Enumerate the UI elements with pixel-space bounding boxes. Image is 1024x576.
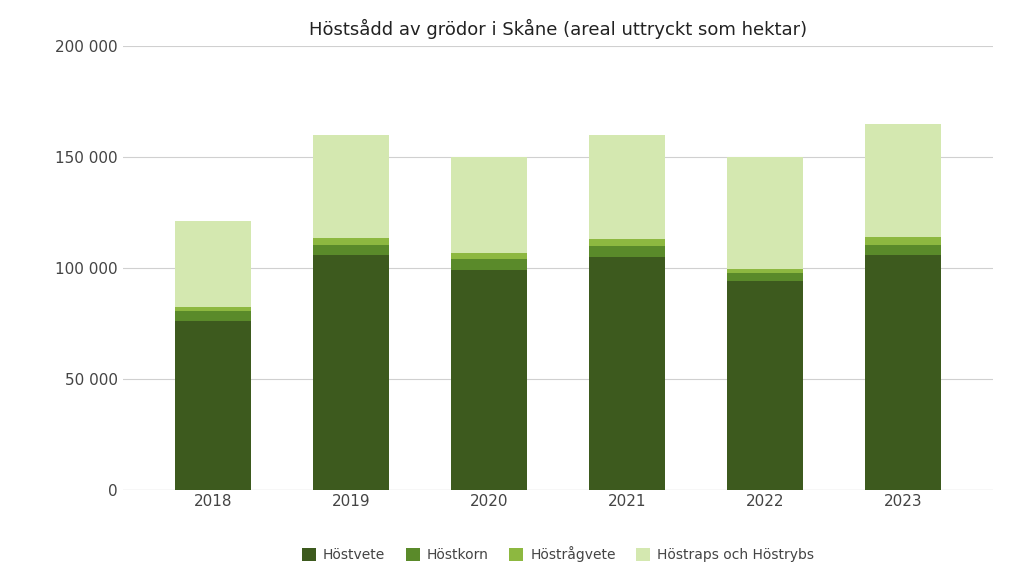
Bar [589,135,666,239]
Bar [313,245,389,255]
Bar [451,157,527,253]
Bar [175,306,251,311]
Bar [175,221,251,306]
Bar [313,135,389,238]
Bar [313,238,389,245]
Bar [313,255,389,490]
Bar [451,253,527,259]
Bar [175,311,251,321]
Legend: Höstvete, Höstkorn, Höstrågvete, Höstraps och Höstrybs: Höstvete, Höstkorn, Höstrågvete, Höstrap… [296,541,820,568]
Bar [865,245,941,255]
Bar [865,255,941,490]
Bar [589,245,666,257]
Bar [727,157,803,269]
Bar [727,281,803,490]
Bar [451,270,527,490]
Bar [175,321,251,490]
Bar [727,274,803,281]
Title: Höstsådd av grödor i Skåne (areal uttryckt som hektar): Höstsådd av grödor i Skåne (areal uttryc… [309,19,807,39]
Bar [865,237,941,245]
Bar [589,257,666,490]
Bar [865,124,941,237]
Bar [589,239,666,245]
Bar [727,269,803,274]
Bar [451,259,527,270]
